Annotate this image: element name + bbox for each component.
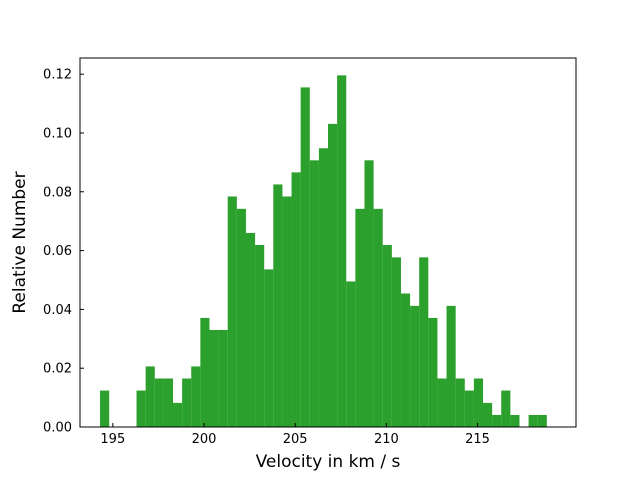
histogram-bar <box>528 414 538 427</box>
histogram-bars <box>100 75 547 428</box>
histogram-bar <box>273 184 283 427</box>
histogram-bar <box>428 317 438 427</box>
histogram-bar <box>291 172 301 427</box>
histogram-bar <box>282 196 292 427</box>
x-tick-label: 215 <box>465 432 490 447</box>
histogram-bar <box>464 390 474 427</box>
histogram-bar <box>492 414 502 427</box>
plot-frame <box>79 57 577 428</box>
y-tick-label: 0.04 <box>43 303 72 318</box>
histogram-bar <box>483 402 493 427</box>
histogram-bar <box>501 390 511 427</box>
x-tick-label: 205 <box>283 432 308 447</box>
histogram-bar <box>510 414 520 427</box>
histogram-bar <box>154 378 164 427</box>
y-axis-label: Relative Number <box>10 171 30 313</box>
histogram-bar <box>410 305 420 427</box>
histogram-bar <box>209 329 219 427</box>
y-tick-label: 0.06 <box>43 244 72 259</box>
histogram-bar <box>391 257 401 427</box>
histogram-bar <box>191 366 201 427</box>
histogram-bar <box>163 378 174 427</box>
histogram-bar <box>227 196 237 427</box>
x-tick-label: 195 <box>100 432 125 447</box>
histogram-bar <box>200 317 210 427</box>
histogram-bar <box>446 305 456 427</box>
histogram-bar <box>300 87 310 427</box>
histogram-bar <box>145 366 155 427</box>
x-tick-label: 210 <box>374 432 399 447</box>
y-tick-label: 0.02 <box>43 362 72 377</box>
histogram-bar <box>218 329 228 427</box>
histogram-bar <box>245 232 256 427</box>
x-axis-ticks: 195 200 205 210 215 <box>100 423 490 447</box>
histogram-bar <box>364 160 374 427</box>
histogram-bar <box>400 293 411 427</box>
histogram-bar <box>419 257 429 427</box>
y-tick-label: 0.00 <box>43 421 72 436</box>
histogram-bar <box>337 75 347 427</box>
x-tick-label: 200 <box>192 432 217 447</box>
histogram-bar <box>182 378 192 427</box>
y-tick-label: 0.08 <box>43 185 72 200</box>
y-tick-label: 0.12 <box>43 68 72 83</box>
histogram-bar <box>255 244 265 427</box>
histogram-bar <box>355 208 365 427</box>
histogram-bar <box>309 160 319 427</box>
histogram-bar <box>173 402 183 427</box>
histogram-bar <box>100 390 110 427</box>
y-tick-label: 0.10 <box>43 126 72 141</box>
histogram-bar <box>437 378 447 427</box>
histogram-bar <box>373 208 383 427</box>
histogram-bar <box>318 148 329 428</box>
histogram-bar <box>328 123 338 427</box>
histogram-bar <box>264 269 274 427</box>
histogram-bar <box>473 378 484 427</box>
histogram-bar <box>537 414 547 427</box>
histogram-bar <box>236 208 246 427</box>
y-axis-ticks: 0.00 0.02 0.04 0.06 0.08 0.10 0.12 <box>43 68 84 436</box>
x-axis-label: Velocity in km / s <box>256 452 401 472</box>
histogram-bar <box>382 244 392 427</box>
histogram-bar <box>136 390 146 427</box>
histogram-bar <box>346 281 356 427</box>
histogram-bar <box>455 378 465 427</box>
